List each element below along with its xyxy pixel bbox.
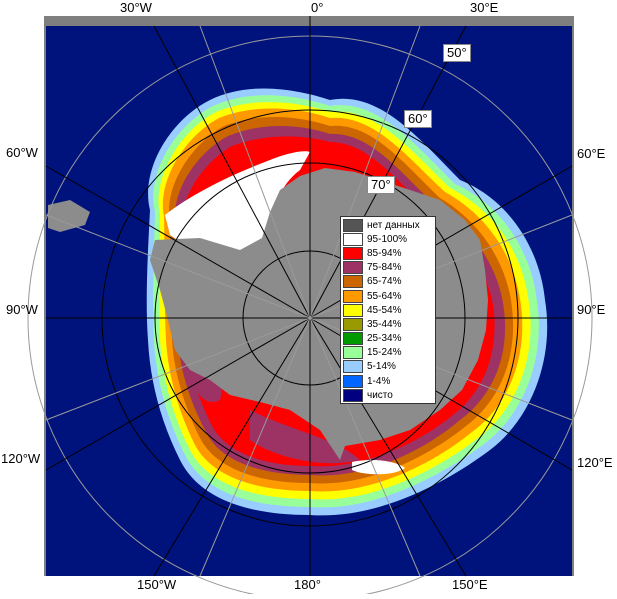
meridian — [153, 25, 311, 319]
legend-item: 35-44% — [343, 317, 433, 331]
legend-item: 15-24% — [343, 346, 433, 360]
meridian — [153, 317, 311, 577]
legend-swatch — [343, 388, 363, 402]
legend-swatch — [343, 360, 363, 374]
lon-label-120e: 120°E — [577, 455, 613, 470]
lon-label-30e: 30°E — [470, 0, 499, 15]
graticule — [27, 16, 593, 599]
legend-item: нет данных — [343, 218, 433, 232]
meridian-minor — [45, 317, 311, 421]
legend-swatch — [343, 261, 363, 275]
legend-label: 75-84% — [367, 262, 402, 274]
meridian — [45, 317, 311, 471]
meridian-minor — [309, 317, 421, 577]
lon-label-30w: 30°W — [120, 0, 152, 15]
legend-swatch — [343, 346, 363, 360]
meridian — [45, 165, 311, 319]
ice-white-region — [165, 151, 310, 257]
legend-swatch — [343, 246, 363, 260]
legend-label: 95-100% — [367, 233, 408, 245]
legend-swatch — [343, 317, 363, 331]
meridian-minor — [45, 214, 311, 319]
legend-item: 5-14% — [343, 360, 433, 374]
lon-label-120w: 120°W — [1, 451, 41, 466]
legend-item: 1-4% — [343, 374, 433, 388]
meridian-minor — [199, 25, 311, 319]
legend-item: 95-100% — [343, 232, 433, 246]
legend-swatch — [343, 218, 363, 232]
meridian — [309, 317, 467, 577]
legend-label: 1-4% — [367, 375, 391, 387]
legend-label: 55-64% — [367, 290, 402, 302]
legend-label: 65-74% — [367, 276, 402, 288]
legend-label: 5-14% — [367, 361, 396, 373]
lon-label-60e: 60°E — [577, 146, 606, 161]
lon-label-150e: 150°E — [452, 577, 488, 592]
legend-item: 25-34% — [343, 332, 433, 346]
lon-label-90e: 90°E — [577, 302, 606, 317]
legend-item: 85-94% — [343, 246, 433, 260]
meridian — [309, 25, 467, 319]
meridian-minor — [309, 25, 421, 319]
ice-purple-patch-2 — [250, 410, 360, 464]
lon-label-90w: 90°W — [6, 302, 38, 317]
legend-label: 85-94% — [367, 247, 402, 259]
legend-item: 65-74% — [343, 275, 433, 289]
land-fragment — [48, 200, 90, 232]
legend-item: 55-64% — [343, 289, 433, 303]
lat-label-50: 50° — [443, 44, 471, 62]
legend-swatch — [343, 374, 363, 388]
legend-swatch — [343, 332, 363, 346]
legend-label: нет данных — [367, 219, 420, 231]
lon-label-60w: 60°W — [6, 145, 38, 160]
legend-label: 25-34% — [367, 333, 402, 345]
concentration-legend: нет данных 95-100% 85-94% 75-84% 65-74% 55-64… — [340, 216, 436, 405]
meridian-minor — [199, 317, 311, 577]
legend-item: 45-54% — [343, 303, 433, 317]
legend-swatch — [343, 275, 363, 289]
legend-item: чисто — [343, 388, 433, 402]
legend-swatch — [343, 289, 363, 303]
lat-label-70: 70° — [367, 176, 395, 194]
lon-label-0: 0° — [311, 0, 324, 15]
legend-swatch — [343, 303, 363, 317]
legend-label: чисто — [367, 389, 393, 401]
legend-label: 35-44% — [367, 318, 402, 330]
legend-label: 45-54% — [367, 304, 402, 316]
ice-white-patch — [352, 460, 405, 475]
lat-label-60: 60° — [404, 110, 432, 128]
legend-label: 15-24% — [367, 347, 402, 359]
legend-swatch — [343, 232, 363, 246]
legend-item: 75-84% — [343, 261, 433, 275]
lon-label-150w: 150°W — [137, 577, 177, 592]
lon-label-180: 180° — [294, 577, 321, 592]
